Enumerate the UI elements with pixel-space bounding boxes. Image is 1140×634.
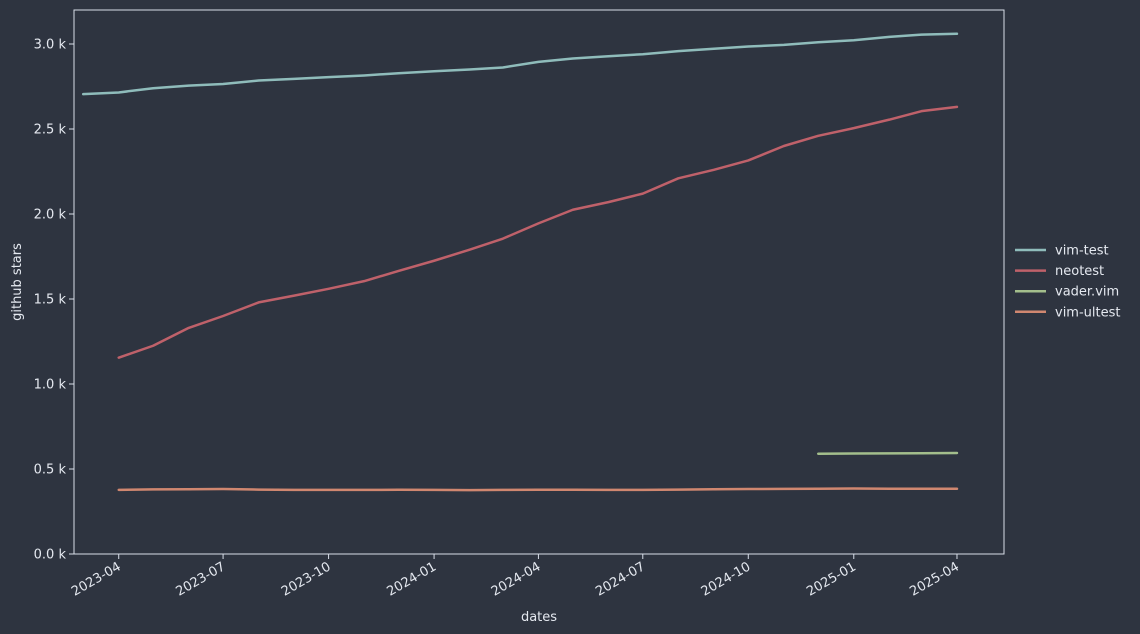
y-tick-label: 0.0 k	[34, 548, 67, 563]
legend-label-vim-ultest: vim-ultest	[1055, 305, 1120, 320]
y-tick-label: 1.5 k	[34, 293, 67, 308]
y-axis: 0.0 k 0.5 k 1.0 k 1.5 k 2.0 k 2.5 k 3.0 k	[34, 38, 74, 563]
series-line-vim-test	[81, 32, 959, 96]
plot-lines	[81, 32, 959, 492]
y-axis-title: github stars	[10, 243, 25, 321]
legend-label-neotest: neotest	[1055, 264, 1104, 279]
y-tick-label: 2.5 k	[34, 123, 67, 138]
series-line-vader-vim	[816, 451, 959, 455]
y-tick-label: 0.5 k	[34, 463, 67, 478]
legend-label-vader-vim: vader.vim	[1055, 285, 1119, 300]
y-tick-label: 3.0 k	[34, 38, 67, 53]
legend-label-vim-test: vim-test	[1055, 244, 1109, 259]
series-line-neotest	[117, 105, 959, 359]
y-tick-label: 2.0 k	[34, 208, 67, 223]
plot-frame	[73, 9, 1005, 555]
series-line-vim-ultest	[117, 487, 959, 492]
legend: vim-test neotest vader.vim vim-ultest	[1015, 244, 1120, 320]
x-axis-title: dates	[521, 610, 557, 625]
y-tick-label: 1.0 k	[34, 378, 67, 393]
